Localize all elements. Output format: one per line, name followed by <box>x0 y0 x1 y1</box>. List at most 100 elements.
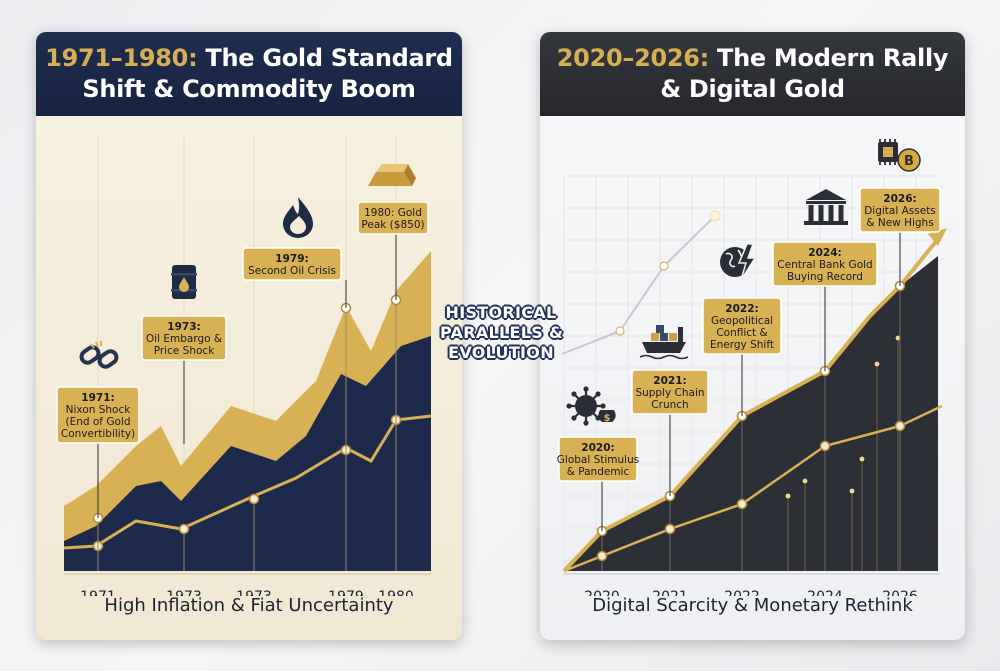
left-footer: High Inflation & Fiat Uncertainty <box>104 595 394 616</box>
left-tick-label-1: 1971 <box>80 589 116 596</box>
left-callout-2-box <box>141 315 227 361</box>
right-callout-2-line-2: Supply Chain <box>635 387 704 399</box>
right-callout-5-line-2: Digital Assets <box>864 205 936 217</box>
oil-barrel-icon <box>171 265 197 299</box>
left-tick-label-4: 1979 <box>328 589 364 596</box>
right-panel-header: 2020–2026: The Modern Rally & Digital Go… <box>540 32 965 116</box>
right-title-line-2: & Digital Gold <box>660 75 845 103</box>
left-title-accent: 1971–1980: <box>45 44 198 72</box>
right-callout-4-line-2: Central Bank Gold <box>777 259 872 271</box>
broken-chain-icon <box>79 341 119 369</box>
left-callout-3: 1979:Second Oil Crisis <box>242 197 347 308</box>
right-title-line-1: 2020–2026: The Modern Rally <box>556 43 949 74</box>
left-panel: 1971–1980: The Gold Standard Shift & Com… <box>36 32 462 640</box>
right-callout-2-box <box>631 369 709 415</box>
left-callout-4-line-2: Peak ($850) <box>361 219 424 231</box>
left-panel-header: 1971–1980: The Gold Standard Shift & Com… <box>36 32 462 116</box>
left-callout-1-line-1: 1971: <box>81 392 114 404</box>
right-lower-marker-3 <box>736 498 748 510</box>
right-tick-label-1: 2020 <box>584 589 620 596</box>
left-callout-3-line-2: Second Oil Crisis <box>248 265 336 277</box>
left-chart: 1971 1973 1973 1979 1980 1971:Nixon Shock(End… <box>56 136 432 596</box>
right-callout-3-line-4: Energy Shift <box>710 339 774 351</box>
right-tick-label-2: 2021 <box>652 589 688 596</box>
right-callout-1-box <box>558 436 638 482</box>
right-footer: Digital Scarcity & Monetary Rethink <box>592 595 913 616</box>
right-callout-1-line-1: 2020: <box>581 442 614 454</box>
right-callout-1-line-2: Global Stimulus <box>557 454 639 466</box>
chip-bitcoin-icon: B <box>878 139 921 172</box>
right-title-accent: 2020–2026: <box>556 44 710 72</box>
center-caption-line-1: HISTORICAL <box>445 303 557 322</box>
left-callout-2-line-3: Price Shock <box>154 345 215 357</box>
right-tick-label-4: 2024 <box>807 589 843 596</box>
right-lower-marker-1 <box>596 550 608 562</box>
left-tick-label-2: 1973 <box>166 589 202 596</box>
right-callout-2-line-3: Crunch <box>651 399 688 411</box>
left-title-line-2: Shift & Commodity Boom <box>82 75 416 103</box>
bank-building-icon <box>804 189 848 225</box>
right-tick-label-5: 2026 <box>882 589 918 596</box>
left-callout-4-line-1: 1980: Gold <box>364 207 422 219</box>
flame-icon <box>283 197 313 238</box>
svg-text:B: B <box>904 154 914 169</box>
left-callout-3-box <box>242 247 342 281</box>
left-callout-3-line-1: 1979: <box>275 253 308 265</box>
left-callout-2: 1973:Oil Embargo &Price Shock <box>141 265 227 444</box>
faded-trend-line <box>561 215 716 355</box>
glow-dot-4 <box>859 456 865 462</box>
right-callout-1: 2020:Global Stimulus& Pandemic $ <box>557 386 639 531</box>
cargo-ship-icon <box>639 325 689 360</box>
left-callout-2-line-2: Oil Embargo & <box>146 333 222 345</box>
right-callout-5-box <box>859 187 941 233</box>
globe-lightning-icon <box>720 243 757 281</box>
glow-dot-2 <box>802 478 808 484</box>
right-lower-marker-2 <box>664 523 676 535</box>
left-tick-label-3: 1973 <box>236 589 272 596</box>
svg-text:$: $ <box>604 413 611 424</box>
right-panel: 2020–2026: The Modern Rally & Digital Go… <box>540 32 965 640</box>
virus-money-icon: $ <box>566 386 616 426</box>
right-callout-2-line-1: 2021: <box>653 375 686 387</box>
right-lower-marker-5 <box>894 420 906 432</box>
right-callout-4-line-3: Buying Record <box>787 271 863 283</box>
right-callout-3-line-2: Geopolitical <box>711 315 773 327</box>
right-callout-5-line-3: & New Highs <box>866 217 933 229</box>
right-tick-label-3: 2022 <box>724 589 760 596</box>
glow-dot-6 <box>895 335 901 341</box>
right-callout-4-box <box>772 241 878 287</box>
gold-trend-line <box>63 414 432 550</box>
gold-bar-icon <box>368 164 416 186</box>
left-title-rest: The Gold Standard <box>197 44 453 72</box>
right-chart: 2020 2021 2022 2024 2026 2020:Global Stimulus… <box>557 139 947 596</box>
center-caption: HISTORICAL PARALLELS & EVOLUTION <box>440 303 564 363</box>
right-callout-1-line-3: & Pandemic <box>567 466 630 478</box>
right-callout-3-line-3: Conflict & <box>716 327 767 339</box>
dark-area <box>564 256 938 571</box>
left-callout-1-line-2: Nixon Shock <box>66 404 132 416</box>
left-callout-1-line-4: Convertibility) <box>61 428 135 440</box>
right-lower-marker-4 <box>819 440 831 452</box>
right-callout-3-line-1: 2022: <box>725 303 758 315</box>
center-caption-line-2: PARALLELS & <box>440 323 564 342</box>
lower-marker-3 <box>248 493 260 505</box>
left-callout-1: 1971:Nixon Shock(End of GoldConvertibili… <box>56 341 140 518</box>
left-callout-1-line-3: (End of Gold <box>66 416 131 428</box>
left-callout-2-line-1: 1973: <box>167 321 200 333</box>
navy-area <box>64 336 431 571</box>
right-callout-5-line-1: 2026: <box>883 193 916 205</box>
lower-marker-2 <box>178 523 190 535</box>
left-title-line-1: 1971–1980: The Gold Standard <box>45 43 453 74</box>
right-callout-3-box <box>702 297 782 355</box>
left-callout-1-box <box>56 386 140 444</box>
gold-edge-line <box>562 232 944 573</box>
glow-dot-3 <box>849 488 855 494</box>
glow-dot-5 <box>874 361 880 367</box>
glow-dot-1 <box>785 493 791 499</box>
right-title-rest: The Modern Rally <box>708 44 949 72</box>
right-callout-4-line-1: 2024: <box>808 247 841 259</box>
